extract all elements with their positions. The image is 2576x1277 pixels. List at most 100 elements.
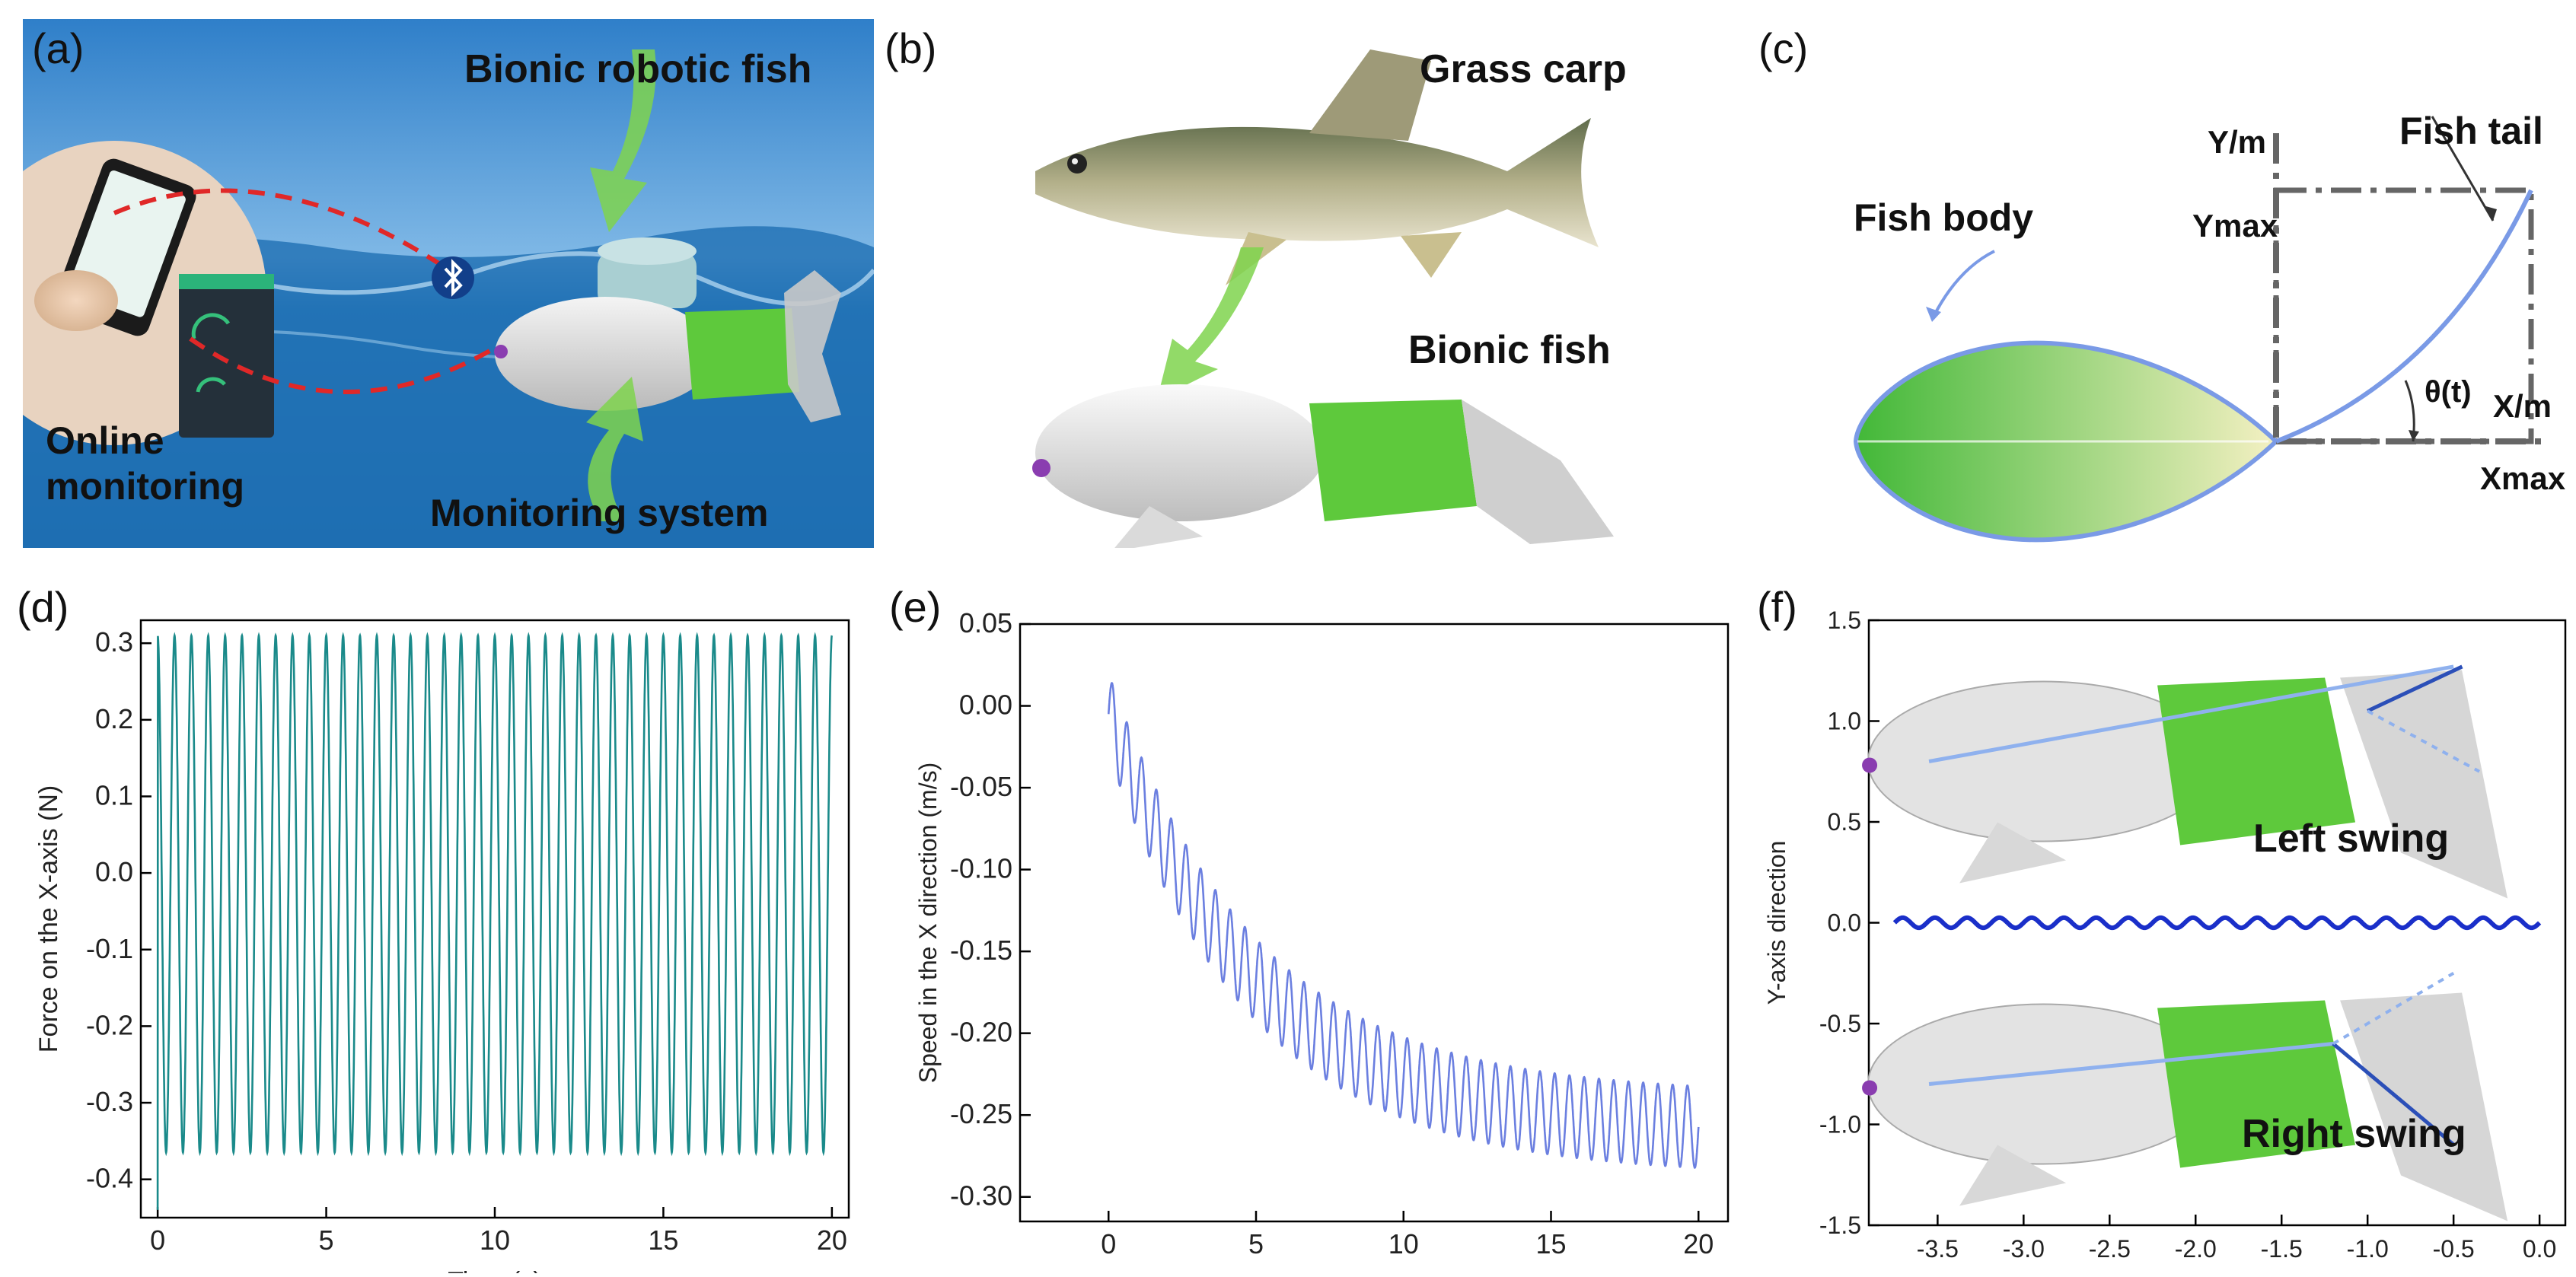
- panel-d-label: (d): [17, 583, 69, 631]
- y-tick-label: -0.25: [950, 1098, 1012, 1129]
- robot-fish-head: [495, 297, 716, 411]
- x-tick-label: 10: [1388, 1228, 1419, 1259]
- chart-f: -3.5 -3.0 -2.5 -2.0 -1.5 -1.0 -0.5 0.0 1.5 1.0 0.5…: [1763, 607, 2567, 1277]
- fish-eye-sensor: [1862, 1080, 1878, 1096]
- robot-fish-tail: [784, 270, 841, 422]
- panel-a: (a) Bionic robotic fish Online monitorin…: [0, 19, 876, 548]
- right-swing-tail-line: [2332, 1042, 2455, 1146]
- ymax-label: Ymax: [2192, 208, 2278, 244]
- x-tick-label: -2.0: [2175, 1235, 2217, 1263]
- fish-tail-pointer: [2431, 116, 2495, 221]
- monitoring-module: [598, 251, 697, 308]
- y-tick-label: 1.0: [1828, 708, 1861, 735]
- panel-c-label: (c): [1758, 24, 1809, 72]
- fish-body-pointer: [1930, 250, 1995, 320]
- y-tick-label: -1.0: [1819, 1111, 1861, 1138]
- pointer-arrow: [1157, 247, 1264, 400]
- x-tick-label: 0: [150, 1224, 165, 1256]
- monitoring-system-title: Monitoring system: [430, 492, 769, 534]
- x-tick-label: 5: [1248, 1228, 1264, 1259]
- swing-bounding-box: [2273, 187, 2534, 444]
- plot-frame: [1019, 623, 1730, 1223]
- x-axis-label: X/m: [2493, 388, 2552, 424]
- y-tick-label: -0.05: [950, 771, 1012, 802]
- y-tick-label: 0.2: [95, 703, 133, 734]
- x-axis-title: Time (s): [448, 1267, 541, 1273]
- fish-body-segments: [2157, 1000, 2356, 1168]
- trajectory-series-line: [1892, 915, 2542, 931]
- panel-b-illustration: [1032, 49, 1614, 552]
- y-tick-label: 0.00: [959, 689, 1012, 721]
- y-tick-label: 0.3: [95, 626, 133, 658]
- panel-a-label: (a): [32, 24, 84, 72]
- y-tick-label: -1.5: [1819, 1212, 1861, 1239]
- y-tick-label: -0.20: [950, 1017, 1012, 1048]
- x-tick-label: 5: [319, 1224, 334, 1256]
- y-tick-label: -0.10: [950, 853, 1012, 884]
- bionic-robotic-fish-title: Bionic robotic fish: [464, 47, 812, 91]
- panel-b-label: (b): [885, 24, 937, 72]
- y-tick-label: 0.05: [959, 607, 1012, 638]
- fish-tail-fin: [2340, 992, 2508, 1221]
- panel-c: (c) Fish body Fish tail Y/m Ymax X/m Xma…: [1743, 19, 2576, 548]
- theta-label: θ(t): [2425, 375, 2472, 409]
- wireless-link-lower: [189, 336, 512, 394]
- y-tick-label: 1.5: [1828, 607, 1861, 634]
- fish-tail-title: Fish tail: [2399, 110, 2543, 152]
- force-series-line: [156, 632, 834, 1210]
- fish-body-segments: [2157, 677, 2356, 845]
- x-tick-label: 0: [1101, 1228, 1116, 1259]
- left-swing-axis-line: [1928, 664, 2454, 763]
- fish-body-title: Fish body: [1854, 196, 2034, 239]
- y-tick-label: -0.5: [1819, 1010, 1861, 1037]
- x-tick-label: 20: [817, 1224, 847, 1256]
- x-tick-label: 15: [648, 1224, 678, 1256]
- right-swing-label: Right swing: [2242, 1112, 2466, 1156]
- fish-pectoral-fin: [1959, 822, 2067, 884]
- pointer-arrow-top: [590, 49, 656, 232]
- y-axis-title: Y-axis direction: [1763, 841, 1790, 1005]
- y-tick-label: -0.4: [86, 1163, 133, 1194]
- x-tick-label: -3.0: [2003, 1235, 2045, 1263]
- left-swing-fish-image: [1862, 670, 2508, 899]
- x-tick-label: 15: [1535, 1228, 1566, 1259]
- pointer-arrow-bottom: [586, 377, 643, 521]
- y-tick-label: -0.3: [86, 1086, 133, 1117]
- y-tick-label: 0.5: [1828, 808, 1861, 836]
- online-monitoring-line1: Online: [46, 419, 164, 462]
- bionic-fish-image: [1032, 384, 1614, 552]
- fish-tail-fin: [2340, 670, 2508, 899]
- panel-c-diagram: [1853, 116, 2543, 543]
- fish-pectoral-fin: [1959, 1145, 2067, 1206]
- xmax-label: Xmax: [2480, 460, 2566, 496]
- right-swing-fish-image: [1862, 992, 2508, 1221]
- x-tick-label: -3.5: [1917, 1235, 1959, 1263]
- x-tick-label: 20: [1683, 1228, 1714, 1259]
- x-tick-label: -0.5: [2433, 1235, 2475, 1263]
- speed-series-line: [1108, 681, 1700, 1169]
- chart-d: 0 5 10 15 20 0.3 0.2 0.1 0.0 -0.1 -0.2 -0.3 -0.4 Time…: [34, 619, 850, 1277]
- panel-e: (e) 0 5 10 15 20 0.05 0.00 -0.05 -0.10 -0.15 -0.20…: [868, 578, 1751, 1277]
- right-swing-axis-line: [1928, 1042, 2334, 1086]
- panel-e-label: (e): [889, 583, 942, 631]
- x-tick-label: -1.0: [2347, 1235, 2389, 1263]
- online-monitoring-line2: monitoring: [46, 465, 245, 508]
- y-tick-label: 0.1: [95, 779, 133, 810]
- panel-b: (b) Grass carp Bionic fish: [883, 19, 1728, 552]
- y-tick-label: -0.30: [950, 1180, 1012, 1212]
- x-tick-label: -1.5: [2261, 1235, 2303, 1263]
- panel-f: -3.5 -3.0 -2.5 -2.0 -1.5 -1.0 -0.5 0.0 1.5 1.0 0.5…: [1751, 578, 2576, 1277]
- grass-carp-title: Grass carp: [1420, 47, 1627, 91]
- y-axis-title: Force on the X-axis (N): [34, 785, 63, 1052]
- y-tick-label: 0.0: [95, 856, 133, 887]
- y-tick-label: -0.2: [86, 1009, 133, 1040]
- x-tick-label: 10: [480, 1224, 510, 1256]
- left-swing-label: Left swing: [2253, 817, 2450, 861]
- monitor-screen-icon: [179, 274, 274, 438]
- robot-fish-body-segments: [685, 308, 799, 400]
- y-tick-label: 0.0: [1828, 909, 1861, 937]
- y-axis-title: Speed in the X direction (m/s): [914, 763, 942, 1084]
- y-axis-label: Y/m: [2208, 124, 2267, 160]
- fish-tail-curve: [2275, 189, 2533, 444]
- fish-eye-sensor: [1862, 757, 1878, 773]
